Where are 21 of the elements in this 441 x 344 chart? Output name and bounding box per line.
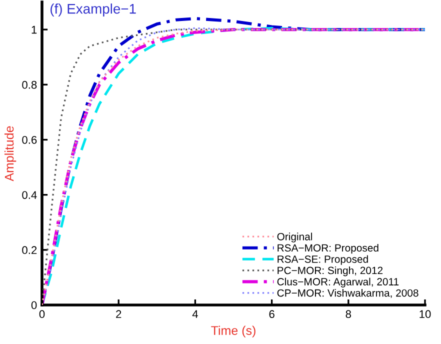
legend-label: RSA−MOR: Proposed bbox=[278, 244, 378, 254]
y-tick-label: 0.8 bbox=[22, 80, 37, 89]
x-tick-label: 10 bbox=[420, 310, 431, 318]
x-tick-label: 8 bbox=[346, 310, 352, 318]
x-axis-title: Time (s) bbox=[211, 326, 256, 338]
legend-label: PC−MOR: Singh, 2012 bbox=[278, 266, 383, 276]
chart-title: (f) Example−1 bbox=[50, 4, 136, 16]
y-tick-label: 0.2 bbox=[22, 246, 37, 254]
y-axis-title: Amplitude bbox=[4, 126, 16, 182]
y-tick-label: 0.6 bbox=[22, 136, 37, 144]
x-tick-label: 2 bbox=[116, 310, 122, 318]
x-tick-label: 4 bbox=[192, 310, 198, 318]
y-tick-label: 0 bbox=[31, 301, 37, 310]
legend-label: RSA−SE: Proposed bbox=[278, 255, 368, 265]
legend-label: CP−MOR: Vishwakarma, 2008 bbox=[277, 289, 418, 298]
legend-label: Clus−MOR: Agarwal, 2011 bbox=[277, 278, 399, 288]
legend-label: Original bbox=[277, 232, 312, 242]
x-tick-label: 0 bbox=[39, 310, 45, 318]
x-tick-label: 6 bbox=[269, 310, 274, 318]
y-tick-label: 0.4 bbox=[22, 191, 37, 199]
y-tick-label: 1 bbox=[32, 26, 37, 34]
